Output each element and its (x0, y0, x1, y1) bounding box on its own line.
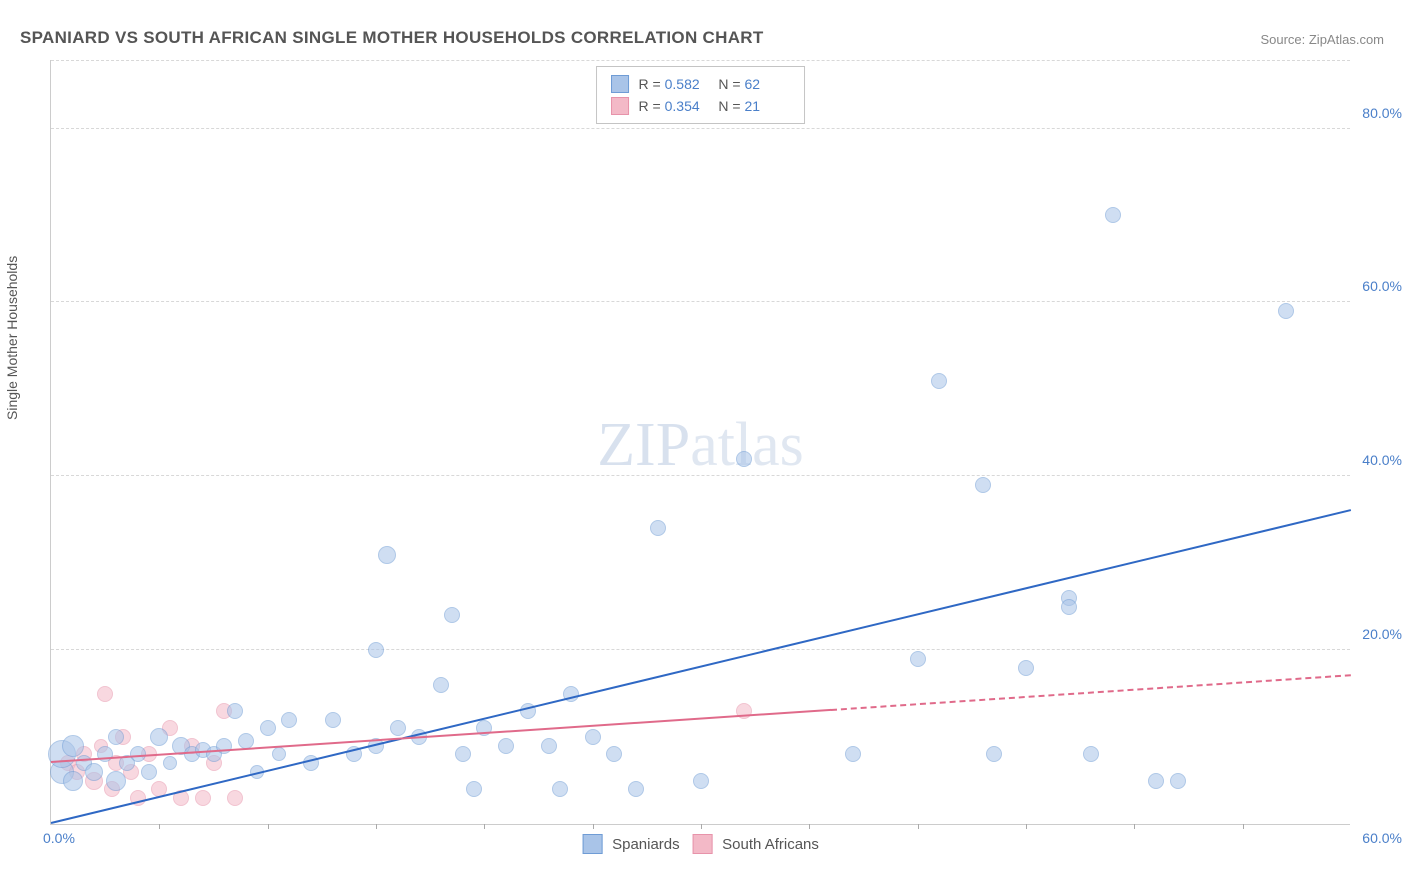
x-minor-tick (268, 824, 269, 829)
source-attribution: Source: ZipAtlas.com (1260, 32, 1384, 47)
data-point-south-africans (227, 790, 243, 806)
data-point-spaniards (378, 546, 396, 564)
gridline (51, 128, 1350, 129)
legend-row-spaniards: R = 0.582 N = 62 (611, 73, 791, 95)
data-point-spaniards (62, 735, 84, 757)
x-minor-tick (376, 824, 377, 829)
data-point-spaniards (368, 642, 384, 658)
data-point-spaniards (63, 771, 83, 791)
data-point-spaniards (108, 729, 124, 745)
scatter-chart: ZIPatlas R = 0.582 N = 62 R = 0.354 N = … (50, 60, 1350, 825)
data-point-spaniards (910, 651, 926, 667)
r-value-south-africans: 0.354 (665, 98, 711, 114)
x-minor-tick (593, 824, 594, 829)
data-point-spaniards (97, 746, 113, 762)
series-legend: Spaniards South Africans (582, 834, 819, 854)
x-tick-min: 0.0% (43, 830, 75, 846)
swatch-spaniards (611, 75, 629, 93)
data-point-spaniards (466, 781, 482, 797)
y-tick-label: 40.0% (1362, 452, 1402, 468)
data-point-spaniards (281, 712, 297, 728)
data-point-spaniards (325, 712, 341, 728)
swatch-south-africans (692, 834, 712, 854)
x-minor-tick (918, 824, 919, 829)
chart-title: SPANIARD VS SOUTH AFRICAN SINGLE MOTHER … (20, 28, 764, 48)
gridline (51, 301, 1350, 302)
data-point-spaniards (1278, 303, 1294, 319)
data-point-spaniards (986, 746, 1002, 762)
data-point-spaniards (1018, 660, 1034, 676)
x-tick-max: 60.0% (1362, 830, 1402, 846)
data-point-spaniards (628, 781, 644, 797)
data-point-spaniards (1083, 746, 1099, 762)
data-point-spaniards (141, 764, 157, 780)
data-point-spaniards (736, 451, 752, 467)
data-point-spaniards (650, 520, 666, 536)
data-point-spaniards (541, 738, 557, 754)
x-minor-tick (809, 824, 810, 829)
n-value-south-africans: 21 (744, 98, 790, 114)
x-minor-tick (159, 824, 160, 829)
x-minor-tick (484, 824, 485, 829)
data-point-spaniards (455, 746, 471, 762)
x-minor-tick (1243, 824, 1244, 829)
data-point-spaniards (845, 746, 861, 762)
legend-label-spaniards: Spaniards (612, 836, 680, 853)
watermark-thin: atlas (690, 411, 804, 479)
data-point-spaniards (150, 728, 168, 746)
data-point-spaniards (975, 477, 991, 493)
gridline (51, 649, 1350, 650)
data-point-spaniards (227, 703, 243, 719)
data-point-spaniards (1170, 773, 1186, 789)
trendline-south-africans-extrapolated (831, 674, 1351, 711)
y-tick-label: 80.0% (1362, 105, 1402, 121)
y-tick-label: 20.0% (1362, 626, 1402, 642)
legend-row-south-africans: R = 0.354 N = 21 (611, 95, 791, 117)
swatch-south-africans (611, 97, 629, 115)
data-point-spaniards (552, 781, 568, 797)
x-minor-tick (1134, 824, 1135, 829)
gridline (51, 60, 1350, 61)
data-point-spaniards (444, 607, 460, 623)
x-minor-tick (701, 824, 702, 829)
data-point-spaniards (693, 773, 709, 789)
data-point-spaniards (1061, 599, 1077, 615)
y-axis-label: Single Mother Households (4, 256, 20, 420)
swatch-spaniards (582, 834, 602, 854)
x-minor-tick (1026, 824, 1027, 829)
legend-label-south-africans: South Africans (722, 836, 819, 853)
r-value-spaniards: 0.582 (665, 76, 711, 92)
data-point-south-africans (97, 686, 113, 702)
data-point-spaniards (272, 747, 286, 761)
data-point-spaniards (498, 738, 514, 754)
data-point-spaniards (106, 771, 126, 791)
y-tick-label: 60.0% (1362, 278, 1402, 294)
data-point-spaniards (163, 756, 177, 770)
n-value-spaniards: 62 (744, 76, 790, 92)
data-point-spaniards (606, 746, 622, 762)
data-point-spaniards (85, 763, 103, 781)
data-point-spaniards (260, 720, 276, 736)
gridline (51, 475, 1350, 476)
watermark: ZIPatlas (597, 410, 804, 481)
data-point-spaniards (585, 729, 601, 745)
watermark-bold: ZIP (597, 411, 690, 479)
data-point-spaniards (1105, 207, 1121, 223)
data-point-spaniards (1148, 773, 1164, 789)
data-point-spaniards (390, 720, 406, 736)
correlation-legend: R = 0.582 N = 62 R = 0.354 N = 21 (596, 66, 806, 124)
data-point-spaniards (433, 677, 449, 693)
data-point-south-africans (195, 790, 211, 806)
data-point-spaniards (931, 373, 947, 389)
